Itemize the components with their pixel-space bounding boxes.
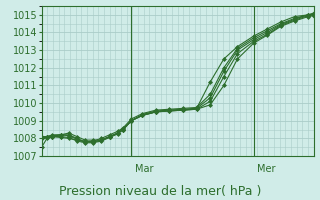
- Text: Mar: Mar: [135, 164, 153, 174]
- Text: Pression niveau de la mer( hPa ): Pression niveau de la mer( hPa ): [59, 185, 261, 198]
- Text: Mer: Mer: [257, 164, 276, 174]
